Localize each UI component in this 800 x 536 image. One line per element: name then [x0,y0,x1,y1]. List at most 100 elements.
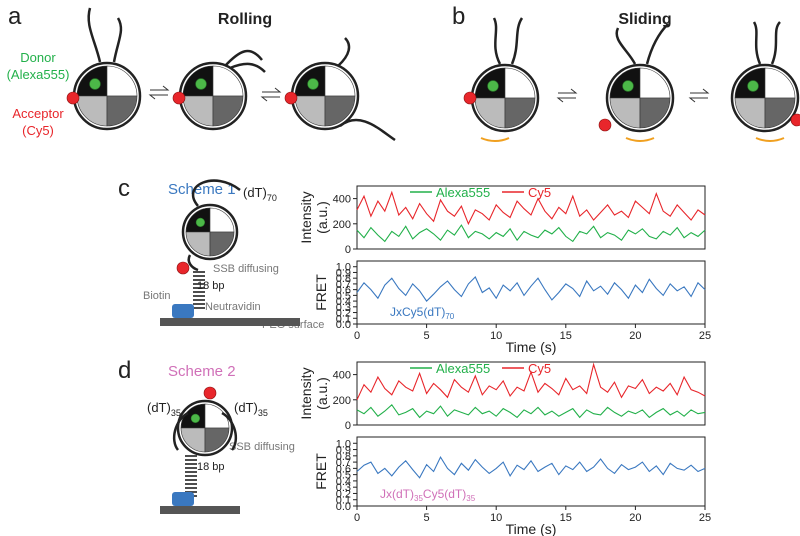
biotin-label: Biotin [143,290,171,302]
trace [356,276,706,302]
y-tick-label: 0.9 [336,445,351,457]
panel-title: Rolling [218,11,272,28]
legend-label: Alexa555 [436,361,490,376]
equilibrium-arrow [262,87,282,93]
trace [356,455,706,479]
x-tick-label: 5 [424,512,430,524]
acceptor-dye [598,118,612,132]
y-tick-label: 0.8 [336,451,351,463]
acceptor-dye [176,261,190,275]
ssb-label: SSB diffusing [229,441,295,453]
y-tick-label: 200 [333,395,351,407]
x-tick-label: 20 [629,512,641,524]
y-tick-label: 0.0 [336,319,351,331]
acceptor-dye [66,91,80,105]
ssb-quadrant [185,231,211,257]
ssdna [112,17,123,63]
trace [356,190,706,226]
annotation-text: JxCy5(dT) [390,305,445,319]
ssdna [510,17,524,65]
y-axis-unit: (a.u.) [314,201,330,234]
neutravidin-icon [172,304,194,318]
motion-arrow [755,137,785,142]
ssdna [221,411,238,451]
x-axis-label: Time (s) [506,521,557,536]
y-axis-label: FRET [313,274,329,311]
ssdna [770,21,782,65]
panel-title: Sliding [618,11,671,28]
y-axis-label: FRET [313,453,329,490]
x-tick-label: 25 [699,330,711,342]
ssb-ring [605,63,675,133]
y-tick-label: 0.7 [336,279,351,291]
y-tick-label: 0.9 [336,267,351,279]
y-tick-label: 200 [333,219,351,231]
y-tick-label: 0.5 [336,470,351,482]
x-tick-label: 15 [560,330,572,342]
legend-label: Cy5 [528,185,551,200]
donor-dye [190,413,201,424]
y-tick-label: 0.1 [336,495,351,507]
equilibrium-arrow [688,97,708,103]
scheme-title: Scheme 2 [168,363,236,380]
strand-base: (dT) [243,185,267,200]
equilibrium-arrow [150,85,170,91]
x-tick-label: 0 [354,330,360,342]
ssdna [492,17,502,65]
y-tick-label: 0.1 [336,313,351,325]
strand-sub: 35 [171,408,181,418]
donor-dye [195,78,207,90]
y-tick-label: 0.7 [336,457,351,469]
ssb-quadrant [212,95,244,127]
strand-label: (dT)35 [147,400,181,418]
ssdna [224,49,263,67]
scheme-title: Scheme 1 [168,181,236,198]
ssb-quadrant [204,403,230,429]
ssb-quadrant [294,95,326,127]
donor-dye [195,217,206,228]
ssb-quadrant [609,97,641,129]
neutravidin-icon [172,492,194,506]
duplex-label: 18 bp [197,461,225,473]
x-tick-label: 10 [490,512,502,524]
x-tick-label: 25 [699,512,711,524]
ssb-quadrant [324,95,356,127]
y-axis-label: Intensity [298,367,314,419]
ssb-quadrant [106,65,138,97]
strand-base: (dT) [147,400,171,415]
y-tick-label: 0 [345,420,351,432]
ssb-quadrant [504,67,536,99]
ssb-quadrant [204,427,230,453]
ssb-quadrant [182,95,214,127]
ssb-ring [181,203,239,261]
trace-annotation: Jx(dT)35Cy5(dT)35 [380,487,476,503]
ssb-quadrant [734,97,766,129]
motion-arrow [480,137,510,142]
strand-label: (dT)35 [234,400,268,418]
y-tick-label: 400 [333,194,351,206]
ssb-label: SSB diffusing [213,263,279,275]
strand-base: (dT) [234,400,258,415]
x-tick-label: 20 [629,330,641,342]
panel-label: c [118,175,130,202]
panel-label: b [452,3,465,30]
ssb-quadrant [764,97,796,129]
y-tick-label: 0.6 [336,463,351,475]
ssb-quadrant [324,65,356,97]
legend-label: Cy5 [528,361,551,376]
plot-frame [356,185,706,250]
acceptor-dye [172,91,186,105]
y-tick-label: 0.5 [336,290,351,302]
strand-sub: 35 [258,408,268,418]
equilibrium-arrow [148,94,168,100]
ssb-quadrant [639,97,671,129]
surface [160,506,240,514]
annotation-sub: 70 [445,312,454,321]
ssb-quadrant [76,95,108,127]
ssb-quadrant [209,231,235,257]
neutravidin-label: Neutravidin [205,301,261,313]
ssdna [337,37,351,67]
donor-label: Donor [20,50,56,65]
donor-dye [487,80,499,92]
